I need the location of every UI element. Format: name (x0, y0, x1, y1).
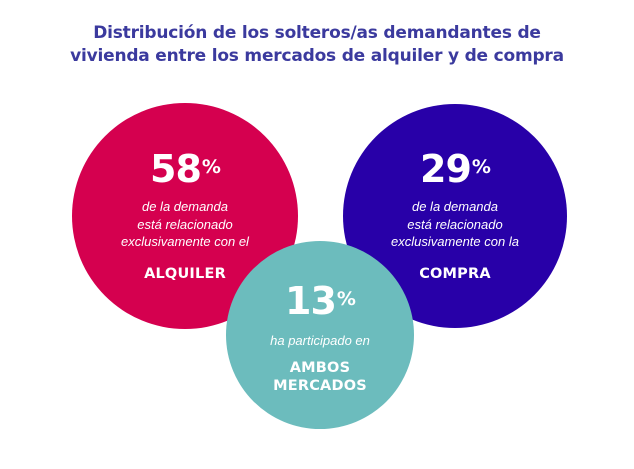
chart-title-line-1: Distribución de los solteros/as demandan… (93, 23, 541, 43)
compra-value: 29 (420, 147, 472, 191)
compra-circle: 29% de la demanda está relacionado exclu… (343, 104, 567, 328)
desc-line: exclusivamente con el (121, 234, 249, 249)
percent-sign: % (201, 156, 221, 178)
percent-sign: % (471, 156, 491, 178)
compra-percentage: 29% (343, 149, 567, 189)
desc-line: ha participado en (270, 333, 370, 348)
ambos-percentage: 13% (226, 281, 414, 321)
label-line: MERCADOS (273, 378, 367, 394)
ambos-description: ha participado en (226, 332, 414, 350)
alquiler-label: ALQUILER (72, 265, 298, 283)
label-line: ALQUILER (144, 266, 226, 282)
chart-title-line-2: vivienda entre los mercados de alquiler … (70, 46, 564, 66)
chart-title: Distribución de los solteros/as demandan… (0, 22, 634, 68)
alquiler-percentage: 58% (72, 149, 298, 189)
alquiler-value: 58 (150, 147, 202, 191)
desc-line: exclusivamente con la (391, 234, 519, 249)
compra-label: COMPRA (343, 265, 567, 283)
alquiler-circle: 58% de la demanda está relacionado exclu… (72, 103, 298, 329)
compra-description: de la demanda está relacionado exclusiva… (343, 198, 567, 251)
desc-line: de la demanda (141, 199, 228, 214)
ambos-value: 13 (285, 279, 337, 323)
percent-sign: % (336, 288, 356, 310)
alquiler-description: de la demanda está relacionado exclusiva… (72, 198, 298, 251)
ambos-label: AMBOS MERCADOS (226, 359, 414, 395)
desc-line: de la demanda (411, 199, 498, 214)
label-line: AMBOS (289, 360, 351, 376)
desc-line: está relacionado (137, 216, 233, 232)
desc-line: está relacionado (407, 216, 503, 232)
label-line: COMPRA (419, 266, 491, 282)
ambos-circle: 13% ha participado en AMBOS MERCADOS (226, 241, 414, 429)
